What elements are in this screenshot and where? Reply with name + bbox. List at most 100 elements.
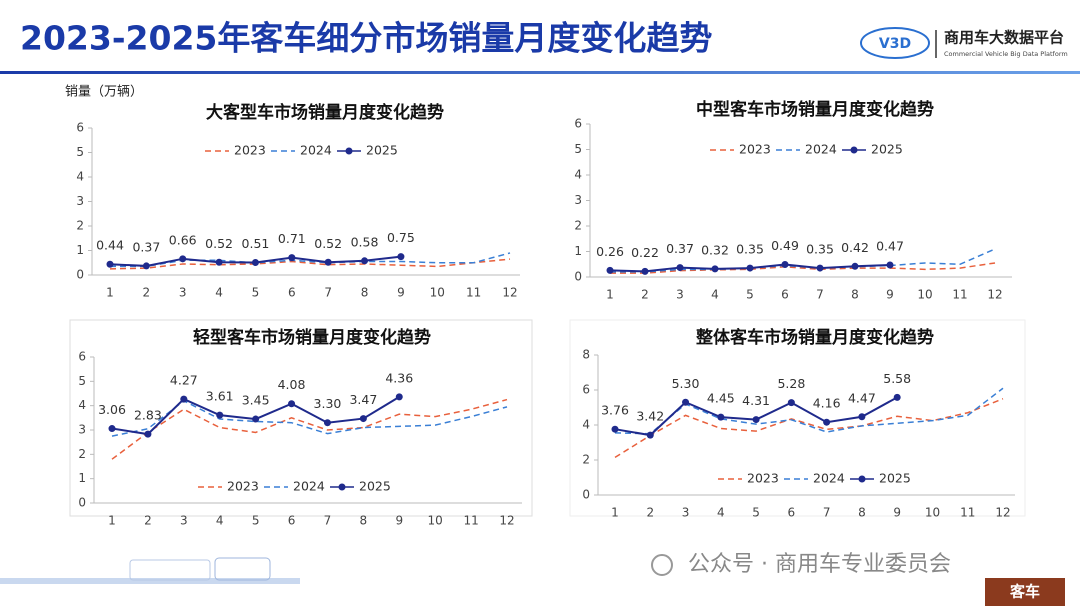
x-tick-label: 12 [499,514,514,528]
value-label: 3.06 [98,402,126,417]
logo-text: 商用车大数据平台 [944,29,1064,47]
point-marker [816,264,824,272]
x-tick-label: 4 [216,514,224,528]
y-tick-label: 4 [78,398,86,412]
value-label: 0.22 [631,245,659,260]
x-tick-label: 1 [606,288,614,302]
x-tick-label: 7 [816,288,824,302]
x-tick-label: 7 [324,514,332,528]
point-marker [823,418,831,426]
legend-label: 2023 [234,143,266,158]
x-tick-label: 11 [466,286,481,300]
legend-label: 2025 [359,479,391,494]
x-tick-label: 12 [995,506,1010,520]
point-marker [252,415,260,423]
x-tick-label: 6 [781,288,789,302]
value-label: 4.16 [813,396,841,411]
point-marker [108,425,116,433]
legend-label: 2024 [293,479,325,494]
x-tick-label: 10 [428,514,443,528]
y-tick-label: 8 [582,348,590,362]
x-tick-label: 9 [395,514,403,528]
legend-label: 2025 [871,142,903,157]
point-marker [216,411,224,419]
y-tick-label: 5 [78,374,86,388]
x-tick-label: 10 [430,286,445,300]
title-underline [0,71,1080,74]
x-tick-label: 9 [893,506,901,520]
point-marker [142,262,150,270]
value-label: 3.76 [601,403,629,418]
y-tick-label: 3 [76,194,84,208]
tag-box [985,578,1065,606]
value-label: 5.58 [883,371,911,386]
point-marker [646,431,654,439]
value-label: 0.51 [242,236,270,251]
point-marker [851,262,859,270]
x-tick-label: 1 [108,514,116,528]
x-tick-label: 3 [179,286,187,300]
x-tick-label: 9 [397,286,405,300]
tag-text: 客车 [1009,583,1040,601]
x-tick-label: 7 [823,506,831,520]
value-label: 3.45 [242,393,270,408]
y-tick-label: 1 [574,244,582,258]
logo-subtext: Commercial Vehicle Big Data Platform [944,50,1068,58]
value-label: 4.45 [707,391,735,406]
point-marker [787,399,795,407]
x-tick-label: 1 [611,506,619,520]
series-line [111,398,508,460]
y-tick-label: 4 [76,170,84,184]
x-tick-label: 2 [144,514,152,528]
value-label: 0.37 [132,239,160,254]
value-label: 2.83 [134,408,162,423]
legend-label: 2025 [879,471,911,486]
unit-label: 销量（万辆） [65,85,143,100]
value-label: 0.58 [351,234,379,249]
point-marker [676,264,684,272]
point-marker [106,260,114,268]
legend-label: 2024 [813,471,845,486]
legend-label: 2023 [747,471,779,486]
value-label: 0.75 [387,230,415,245]
value-label: 3.61 [206,389,234,404]
x-tick-label: 11 [952,288,967,302]
legend-label: 2024 [300,143,332,158]
y-tick-label: 6 [78,350,86,364]
legend-label: 2023 [739,142,771,157]
point-marker [682,398,690,406]
point-marker [752,416,760,424]
y-tick-label: 1 [76,243,84,257]
value-label: 0.49 [771,238,799,253]
value-label: 5.28 [777,376,805,391]
point-marker [711,265,719,273]
y-tick-label: 4 [582,418,590,432]
legend-marker [850,146,858,154]
point-marker [180,395,188,403]
x-tick-label: 1 [106,286,114,300]
point-marker [324,258,332,266]
value-label: 0.66 [169,232,197,247]
x-tick-label: 6 [288,514,296,528]
point-marker [359,415,367,423]
value-label: 0.32 [701,242,729,257]
value-label: 0.37 [666,241,694,256]
y-tick-label: 6 [574,117,582,131]
value-label: 0.26 [596,244,624,259]
point-marker [361,257,369,265]
panel-border [69,319,533,517]
value-label: 5.30 [672,376,700,391]
y-tick-label: 6 [76,121,84,135]
legend-marker [858,475,866,483]
value-label: 0.71 [278,231,306,246]
value-label: 3.47 [349,392,377,407]
point-marker [746,264,754,272]
point-marker [717,413,725,421]
point-marker [323,419,331,427]
point-marker [858,413,866,421]
x-tick-label: 3 [682,506,690,520]
y-tick-label: 2 [574,219,582,233]
logo-glyph: V3D [879,36,911,52]
x-tick-label: 12 [987,288,1002,302]
